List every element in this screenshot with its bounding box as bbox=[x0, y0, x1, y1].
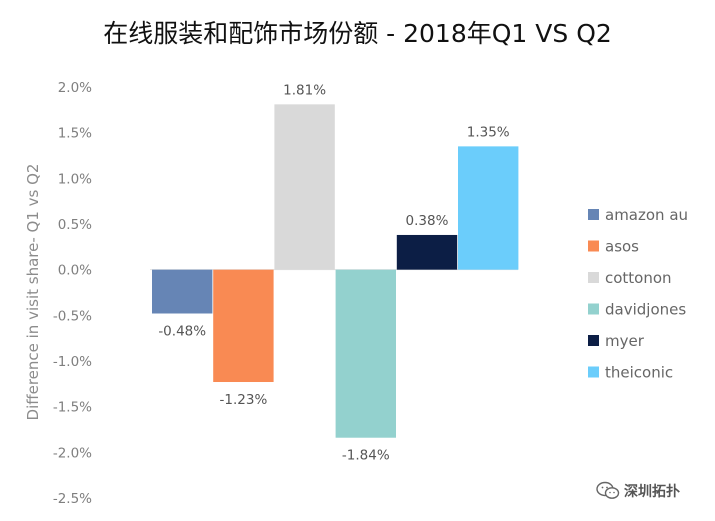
wechat-icon bbox=[596, 481, 620, 499]
y-tick-label: -1.0% bbox=[53, 354, 92, 370]
y-tick-label: 0.5% bbox=[58, 217, 92, 233]
watermark: 深圳拓扑 bbox=[596, 478, 680, 504]
data-label-theiconic: 1.35% bbox=[467, 124, 510, 140]
bar-davidjones bbox=[335, 269, 396, 438]
legend-label-theiconic: theiconic bbox=[605, 364, 673, 382]
y-tick-label: 1.5% bbox=[58, 126, 92, 142]
y-axis-ticks: 2.0% 1.5% 1.0% 0.5% 0.0% -0.5% -1.0% -1.5% -2.0%… bbox=[53, 80, 92, 507]
y-tick-label: 2.0% bbox=[58, 80, 92, 96]
legend-swatch-amazon-au bbox=[588, 209, 599, 220]
y-tick-label: 0.0% bbox=[58, 263, 92, 279]
bar-cottonon bbox=[274, 104, 335, 270]
bar-amazon-au bbox=[152, 269, 213, 314]
bar-theiconic bbox=[458, 146, 519, 270]
data-labels: -0.48% -1.23% 1.81% -1.84% 0.38% 1.35% bbox=[158, 82, 509, 463]
data-label-amazon-au: -0.48% bbox=[158, 324, 206, 340]
data-label-davidjones: -1.84% bbox=[342, 448, 390, 464]
y-tick-label: -0.5% bbox=[53, 308, 92, 324]
data-label-asos: -1.23% bbox=[220, 392, 268, 408]
legend-swatch-theiconic bbox=[588, 366, 599, 378]
y-tick-label: -1.5% bbox=[53, 400, 92, 416]
legend-swatch-davidjones bbox=[588, 303, 599, 315]
legend-label-davidjones: davidjones bbox=[605, 301, 686, 319]
y-tick-label: -2.5% bbox=[53, 491, 92, 507]
bars bbox=[152, 104, 519, 438]
legend-swatch-asos bbox=[588, 240, 599, 252]
legend-label-cottonon: cottonon bbox=[605, 269, 672, 287]
legend-label-myer: myer bbox=[605, 332, 645, 350]
data-label-cottonon: 1.81% bbox=[283, 82, 326, 98]
bar-myer bbox=[396, 234, 458, 270]
y-axis-label: Difference in visit share- Q1 vs Q2 bbox=[24, 164, 42, 421]
legend-swatch-cottonon bbox=[588, 272, 599, 283]
y-tick-label: 1.0% bbox=[58, 171, 92, 187]
data-label-myer: 0.38% bbox=[406, 213, 449, 229]
y-tick-label: -2.0% bbox=[53, 445, 92, 461]
legend-label-amazon-au: amazon au bbox=[605, 206, 688, 224]
legend-label-asos: asos bbox=[605, 238, 639, 256]
chart-title: 在线服装和配饰市场份额 - 2018年Q1 VS Q2 bbox=[103, 19, 612, 48]
watermark-text: 深圳拓扑 bbox=[624, 484, 680, 500]
legend: amazon au asos cottonon davidjones myer theic… bbox=[588, 206, 688, 382]
legend-swatch-myer bbox=[588, 335, 599, 346]
bar-asos bbox=[213, 269, 274, 383]
